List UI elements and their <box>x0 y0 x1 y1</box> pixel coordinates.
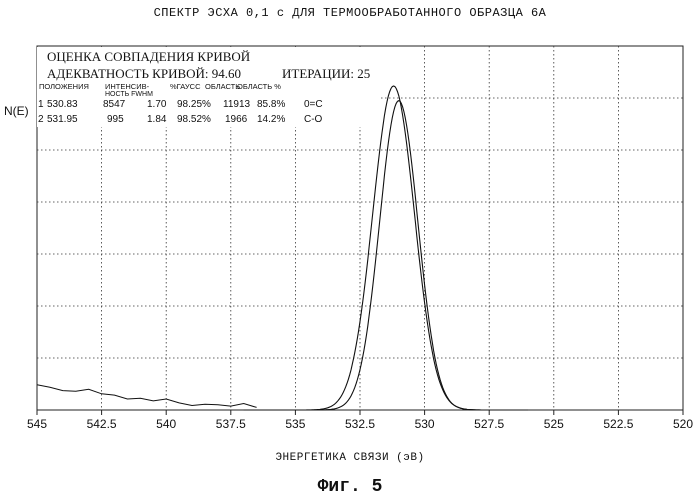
x-tick-label: 545 <box>27 417 47 431</box>
row1-intensity: 8547 <box>103 99 126 110</box>
row1-fwhm: 1.70 <box>147 99 167 110</box>
baseline-series <box>36 384 257 408</box>
header-area: ОБЛАСТЬ <box>205 82 241 91</box>
header-intensity: ИНТЕНСИВ- <box>105 82 150 91</box>
header-position: ПОЛОЖЕНИЯ <box>39 82 89 91</box>
fit-title: ОЦЕНКА СОВПАДЕНИЯ КРИВОЙ <box>47 49 251 64</box>
header-area-pct: ОБЛАСТЬ % <box>237 82 281 91</box>
row2-position: 531.95 <box>47 114 78 125</box>
header-fwhm: НОСТЬ FWHM <box>105 91 153 98</box>
row2-gauss: 98.52% <box>177 114 211 125</box>
fit-component-curve <box>243 99 528 411</box>
row1-position: 530.83 <box>47 99 78 110</box>
x-tick-label: 532.5 <box>345 417 375 431</box>
x-tick-label: 537.5 <box>216 417 246 431</box>
row1-area-pct: 85.8% <box>257 99 286 110</box>
row2-area-pct: 14.2% <box>257 114 286 125</box>
row2-fwhm: 1.84 <box>147 114 167 125</box>
x-axis-label: ЭНЕРГЕТИКА СВЯЗИ (эВ) <box>275 452 425 464</box>
x-tick-label: 525 <box>544 417 564 431</box>
row1-index: 1 <box>38 99 44 110</box>
figure-caption: Фиг. 5 <box>317 477 383 497</box>
fit-evaluation-box: ОЦЕНКА СОВПАДЕНИЯ КРИВОЙ АДЕКВАТНОСТЬ КР… <box>37 47 380 127</box>
x-tick-label: 535 <box>285 417 305 431</box>
chart-title: СПЕКТР ЭСХА 0,1 с ДЛЯ ТЕРМООБРАБОТАННОГО… <box>153 6 547 20</box>
row2-intensity: 995 <box>107 114 124 125</box>
row1-bond: 0=C <box>304 99 323 110</box>
fit-iterations: ИТЕРАЦИИ: 25 <box>282 66 371 81</box>
row2-bond: C-O <box>304 114 323 125</box>
y-axis-label: N(E) <box>4 104 29 118</box>
header-gauss: %ГАУСС <box>170 82 201 91</box>
row1-gauss: 98.25% <box>177 99 211 110</box>
x-tick-label: 542.5 <box>87 417 117 431</box>
fit-adequacy: АДЕКВАТНОСТЬ КРИВОЙ: 94.60 <box>47 66 242 81</box>
fit-total-curve <box>243 85 528 411</box>
row2-index: 2 <box>38 114 44 125</box>
x-tick-label: 530 <box>415 417 435 431</box>
x-tick-label: 522.5 <box>603 417 633 431</box>
x-tick-label: 520 <box>673 417 693 431</box>
row1-area: 11913 <box>223 99 251 110</box>
x-tick-label: 527.5 <box>474 417 504 431</box>
x-tick-label: 540 <box>156 417 176 431</box>
row2-area: 1966 <box>225 114 248 125</box>
